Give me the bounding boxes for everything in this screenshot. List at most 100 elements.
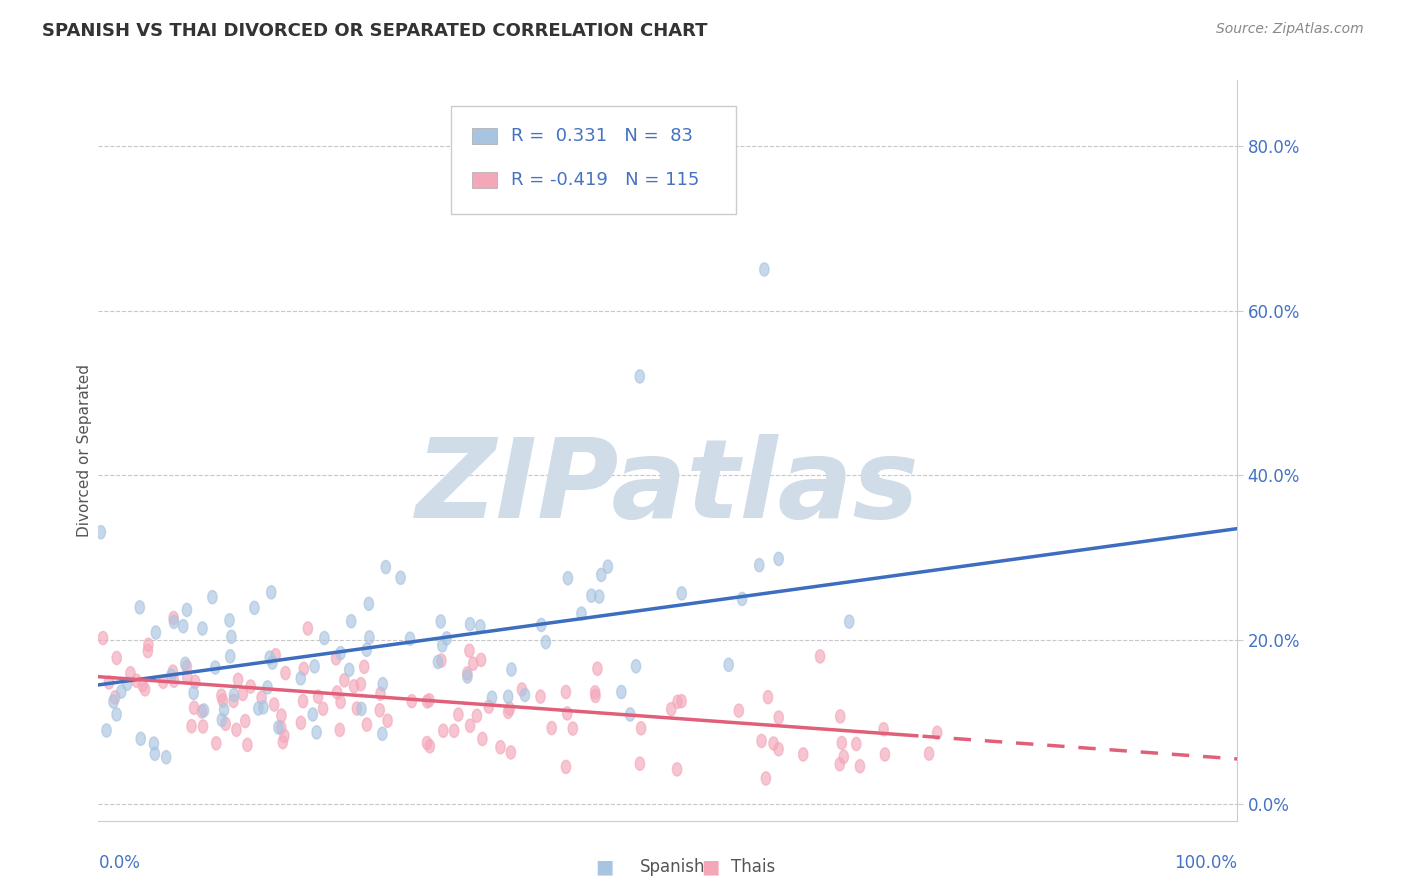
Ellipse shape (357, 702, 366, 715)
Ellipse shape (266, 651, 274, 665)
Ellipse shape (769, 737, 779, 750)
Ellipse shape (924, 747, 934, 760)
Ellipse shape (299, 662, 308, 675)
Ellipse shape (217, 690, 226, 702)
Y-axis label: Divorced or Separated: Divorced or Separated (77, 364, 91, 537)
Ellipse shape (737, 592, 747, 606)
Ellipse shape (353, 702, 361, 715)
Ellipse shape (536, 690, 546, 703)
Ellipse shape (98, 632, 108, 645)
Ellipse shape (108, 695, 118, 708)
FancyBboxPatch shape (472, 172, 498, 188)
Ellipse shape (183, 671, 193, 684)
Ellipse shape (603, 560, 613, 574)
Text: 100.0%: 100.0% (1174, 854, 1237, 872)
Ellipse shape (437, 639, 447, 652)
Ellipse shape (484, 700, 494, 714)
Ellipse shape (143, 638, 153, 651)
Ellipse shape (297, 716, 305, 730)
Ellipse shape (263, 681, 273, 694)
Ellipse shape (799, 747, 808, 761)
Ellipse shape (183, 660, 191, 673)
Ellipse shape (360, 660, 368, 673)
Ellipse shape (478, 732, 486, 746)
Ellipse shape (280, 730, 290, 743)
Text: SPANISH VS THAI DIVORCED OR SEPARATED CORRELATION CHART: SPANISH VS THAI DIVORCED OR SEPARATED CO… (42, 22, 707, 40)
Ellipse shape (312, 726, 322, 739)
Ellipse shape (436, 615, 446, 628)
Ellipse shape (350, 680, 359, 693)
Ellipse shape (225, 614, 235, 627)
Ellipse shape (465, 719, 475, 732)
Ellipse shape (835, 710, 845, 723)
FancyBboxPatch shape (451, 106, 737, 213)
Ellipse shape (125, 666, 135, 680)
Ellipse shape (375, 704, 384, 717)
Ellipse shape (253, 702, 263, 715)
Text: Source: ZipAtlas.com: Source: ZipAtlas.com (1216, 22, 1364, 37)
Ellipse shape (225, 649, 235, 663)
Ellipse shape (197, 705, 207, 718)
Ellipse shape (541, 635, 551, 648)
Ellipse shape (537, 618, 546, 632)
Ellipse shape (138, 679, 148, 692)
Ellipse shape (257, 691, 266, 705)
Ellipse shape (250, 601, 259, 615)
Ellipse shape (364, 597, 374, 610)
Ellipse shape (425, 694, 434, 706)
Ellipse shape (208, 591, 217, 604)
Ellipse shape (835, 757, 845, 771)
Ellipse shape (363, 718, 371, 731)
Ellipse shape (271, 648, 280, 662)
Ellipse shape (672, 763, 682, 776)
Ellipse shape (169, 611, 179, 624)
Ellipse shape (340, 673, 349, 687)
Ellipse shape (240, 714, 250, 728)
Ellipse shape (229, 689, 239, 702)
Ellipse shape (96, 525, 105, 539)
Ellipse shape (267, 586, 276, 599)
Ellipse shape (200, 704, 208, 717)
Ellipse shape (346, 615, 356, 628)
Ellipse shape (734, 704, 744, 717)
Ellipse shape (520, 689, 530, 702)
Ellipse shape (496, 740, 505, 754)
Ellipse shape (162, 750, 172, 764)
Ellipse shape (229, 694, 238, 707)
Ellipse shape (586, 589, 596, 602)
Ellipse shape (423, 695, 432, 708)
Ellipse shape (104, 676, 114, 690)
Ellipse shape (463, 667, 472, 680)
Ellipse shape (593, 662, 602, 675)
Text: ■: ■ (595, 857, 614, 877)
Ellipse shape (517, 683, 527, 696)
Ellipse shape (433, 656, 443, 669)
Ellipse shape (636, 370, 644, 383)
Ellipse shape (576, 607, 586, 620)
Ellipse shape (232, 723, 240, 737)
Ellipse shape (149, 737, 159, 750)
Ellipse shape (773, 552, 783, 566)
Ellipse shape (183, 603, 191, 616)
Ellipse shape (637, 722, 645, 735)
Ellipse shape (112, 651, 121, 665)
Ellipse shape (636, 757, 644, 771)
Ellipse shape (233, 673, 243, 687)
Ellipse shape (561, 685, 571, 698)
FancyBboxPatch shape (472, 128, 498, 144)
Ellipse shape (595, 590, 605, 603)
Text: Spanish: Spanish (640, 858, 706, 876)
Ellipse shape (190, 675, 200, 689)
Ellipse shape (122, 677, 132, 690)
Ellipse shape (238, 688, 247, 700)
Ellipse shape (756, 734, 766, 747)
Ellipse shape (159, 675, 167, 689)
Ellipse shape (463, 670, 472, 683)
Ellipse shape (472, 709, 482, 723)
Ellipse shape (676, 695, 686, 707)
Ellipse shape (363, 643, 371, 657)
Ellipse shape (318, 702, 328, 715)
Ellipse shape (274, 721, 283, 734)
Ellipse shape (112, 707, 121, 721)
Ellipse shape (319, 632, 329, 645)
